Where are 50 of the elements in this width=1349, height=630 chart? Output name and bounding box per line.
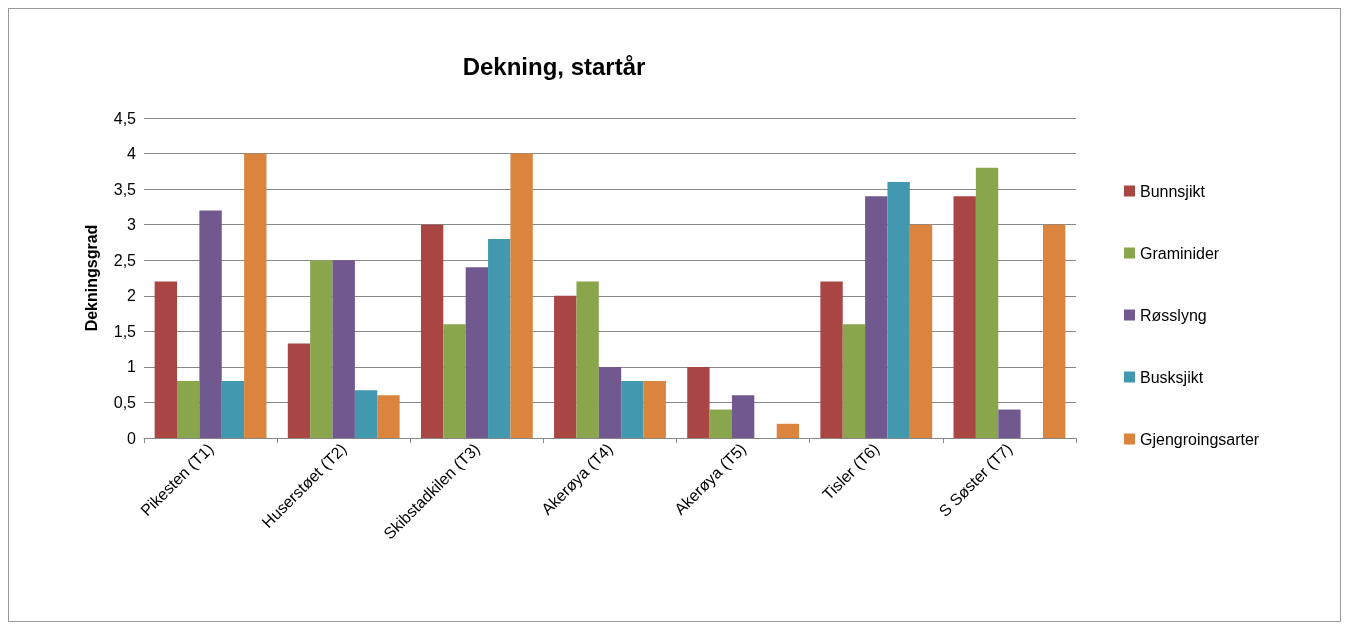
bar — [221, 381, 245, 438]
legend-label: Busksjikt — [1140, 368, 1204, 386]
bar — [354, 390, 378, 438]
bar — [1042, 224, 1066, 438]
chart-title: Dekning, startår — [462, 52, 646, 80]
y-axis-title: Dekningsgrad — [82, 224, 100, 332]
bar — [909, 224, 933, 438]
bar — [199, 210, 222, 438]
bar — [576, 281, 599, 438]
bar — [443, 324, 466, 438]
legend-label: Gjengroingsarter — [1140, 430, 1260, 448]
bar — [177, 381, 200, 438]
bar — [643, 381, 666, 438]
bar — [488, 238, 511, 438]
bar — [621, 381, 644, 438]
bar — [709, 409, 732, 438]
bar — [975, 167, 999, 438]
y-tick-label: 3 — [127, 216, 137, 234]
bar — [731, 395, 755, 438]
bar — [332, 260, 355, 438]
bar — [554, 295, 577, 438]
bar — [377, 395, 400, 438]
legend-label: Røsslyng — [1140, 306, 1207, 324]
bar — [776, 423, 800, 438]
bar — [465, 267, 489, 438]
y-tick-label: 2 — [127, 287, 137, 305]
y-tick-label: 1,5 — [113, 322, 137, 340]
bar — [510, 153, 533, 438]
bar — [687, 366, 710, 438]
y-tick-label: 0,5 — [113, 393, 137, 411]
y-tick-label: 3,5 — [113, 180, 137, 198]
y-tick-label: 0 — [127, 429, 137, 447]
bar — [820, 281, 843, 438]
bar — [865, 196, 888, 438]
y-tick-label: 1 — [127, 358, 137, 376]
bar — [953, 196, 976, 438]
bar — [887, 182, 910, 438]
y-tick-label: 2,5 — [113, 251, 137, 269]
bar — [998, 409, 1021, 438]
legend-label: Graminider — [1140, 244, 1220, 262]
bar — [154, 281, 178, 438]
y-tick-label: 4,5 — [113, 109, 137, 127]
legend-label: Bunnsjikt — [1140, 182, 1206, 200]
bar — [598, 366, 622, 438]
bar — [842, 324, 866, 438]
bar — [420, 224, 444, 438]
bar — [287, 343, 311, 438]
bar — [244, 153, 267, 438]
bar — [310, 260, 333, 438]
y-tick-label: 4 — [127, 145, 137, 163]
